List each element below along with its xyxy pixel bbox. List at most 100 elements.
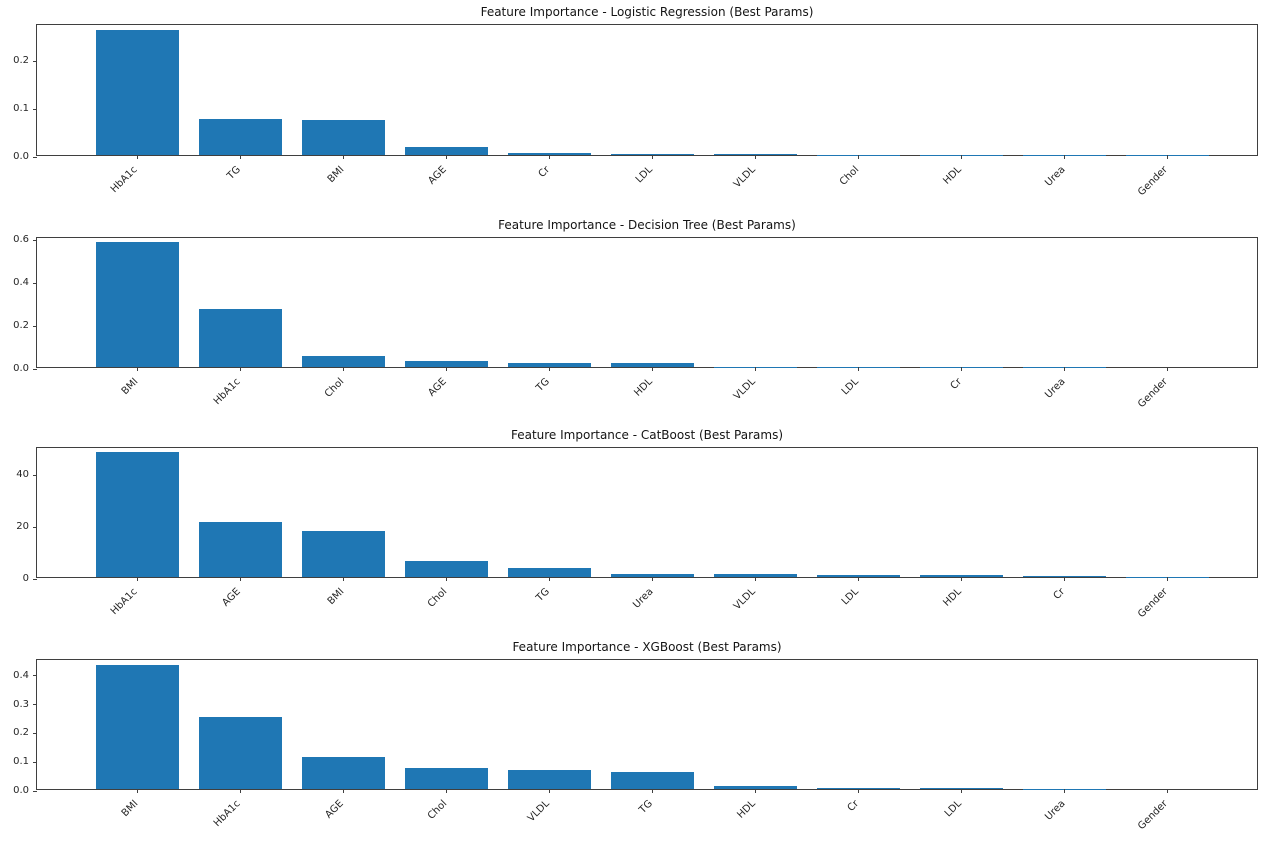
bar-tg: [507, 363, 591, 367]
x-tick-mark: [1166, 789, 1168, 793]
y-tick-label: 0.1: [13, 103, 29, 114]
x-tick-mark: [1063, 789, 1065, 793]
chart-xgboost: Feature Importance - XGBoost (Best Param…: [13, 640, 1258, 832]
y-tick-mark: [33, 156, 37, 158]
bar-chol: [404, 767, 488, 789]
bar-chol: [301, 355, 385, 367]
x-tick-label-hba1c: HbA1c: [109, 164, 141, 196]
x-tick-mark: [960, 789, 962, 793]
bar-ldl: [816, 574, 900, 577]
x-tick-label-chol: Chol: [837, 164, 862, 188]
x-tick-label-tg: TG: [534, 586, 553, 604]
x-tick-mark: [651, 367, 653, 371]
x-tick-label-vldl: VLDL: [732, 586, 759, 613]
x-tick-mark: [136, 155, 138, 159]
x-tick-mark: [342, 367, 344, 371]
x-tick-mark: [342, 155, 344, 159]
bar-vldl: [713, 154, 797, 155]
x-tick-label-gender: Gender: [1136, 798, 1171, 833]
chart-title: Feature Importance - CatBoost (Best Para…: [510, 428, 784, 442]
x-tick-mark: [1166, 577, 1168, 581]
x-tick-label-chol: Chol: [425, 798, 450, 822]
x-tick-label-bmi: BMI: [119, 798, 141, 820]
x-tick-label-bmi: BMI: [325, 586, 347, 608]
x-tick-label-vldl: VLDL: [732, 164, 759, 191]
x-tick-mark: [960, 155, 962, 159]
chart-logistic-regression: Feature Importance - Logistic Regression…: [13, 5, 1258, 198]
bar-cr: [507, 153, 591, 155]
x-tick-label-urea: Urea: [1042, 798, 1068, 823]
x-tick-mark: [548, 577, 550, 581]
y-tick-mark: [33, 578, 37, 580]
x-tick-mark: [857, 577, 859, 581]
x-tick-mark: [1063, 367, 1065, 371]
bar-hba1c: [198, 717, 282, 789]
x-tick-label-hba1c: HbA1c: [212, 798, 244, 830]
x-tick-label-hdl: HDL: [735, 798, 759, 821]
x-tick-mark: [1063, 155, 1065, 159]
y-tick-mark: [33, 474, 37, 476]
x-tick-label-hba1c: HbA1c: [212, 376, 244, 408]
y-tick-label: 20: [16, 521, 29, 533]
y-tick-label: 40: [16, 469, 29, 481]
bar-bmi: [95, 665, 179, 789]
x-tick-label-tg: TG: [637, 798, 656, 816]
x-tick-mark: [960, 367, 962, 371]
y-tick-mark: [33, 282, 37, 284]
x-tick-label-tg: TG: [225, 164, 244, 182]
x-tick-mark: [445, 789, 447, 793]
y-tick-mark: [33, 526, 37, 528]
x-tick-mark: [651, 155, 653, 159]
y-tick-label: 0.0: [13, 363, 29, 374]
bar-bmi: [301, 119, 385, 155]
x-tick-label-cr: Cr: [948, 376, 965, 392]
y-tick-mark: [33, 239, 37, 241]
bar-cr: [816, 787, 900, 789]
bar-age: [404, 360, 488, 367]
x-tick-label-bmi: BMI: [325, 164, 347, 186]
bar-cr: [1022, 575, 1106, 577]
bar-vldl: [713, 574, 797, 577]
y-tick-mark: [33, 675, 37, 677]
y-tick-mark: [33, 108, 37, 110]
x-tick-mark: [960, 577, 962, 581]
y-tick-mark: [33, 704, 37, 706]
x-tick-label-bmi: BMI: [119, 376, 141, 398]
plot-area: 0.0 0.1 0.2 HbA1c TG BMI AGE Cr LDL VLDL Chol HDL Ur…: [13, 24, 1258, 198]
bar-bmi: [301, 530, 385, 577]
bar-age: [404, 146, 488, 155]
x-tick-label-age: AGE: [220, 586, 244, 609]
x-tick-label-cr: Cr: [845, 798, 862, 814]
y-tick-mark: [33, 325, 37, 327]
bar-age: [198, 522, 282, 577]
chart-title: Feature Importance - Logistic Regression…: [480, 5, 814, 19]
chart-decision-tree: Feature Importance - Decision Tree (Best…: [13, 218, 1258, 410]
y-tick-mark: [33, 761, 37, 763]
bar-tg: [507, 568, 591, 577]
bar-urea: [610, 573, 694, 577]
x-tick-mark: [136, 789, 138, 793]
x-tick-mark: [857, 367, 859, 371]
x-tick-label-vldl: VLDL: [526, 798, 553, 825]
y-tick-mark: [33, 60, 37, 62]
x-tick-mark: [239, 789, 241, 793]
x-tick-label-ldl: LDL: [839, 586, 862, 608]
x-tick-label-ldl: LDL: [942, 798, 965, 820]
bar-hba1c: [95, 30, 179, 155]
x-tick-mark: [754, 789, 756, 793]
y-tick-label: 0.6: [13, 234, 29, 246]
x-tick-mark: [136, 577, 138, 581]
plot-area: 0.0 0.2 0.4 0.6 BMI HbA1c Chol AGE TG HDL VLDL LDL C…: [13, 235, 1258, 410]
bar-hba1c: [198, 309, 282, 367]
bar-bmi: [95, 242, 179, 367]
x-tick-label-gender: Gender: [1136, 586, 1171, 621]
x-tick-mark: [857, 789, 859, 793]
x-tick-label-chol: Chol: [425, 586, 450, 610]
x-tick-mark: [754, 155, 756, 159]
x-tick-mark: [857, 155, 859, 159]
bar-ldl: [610, 154, 694, 155]
bar-ldl: [919, 787, 1003, 789]
y-tick-label: 0.2: [13, 727, 29, 739]
y-tick-label: 0.4: [13, 669, 29, 681]
x-tick-mark: [754, 577, 756, 581]
